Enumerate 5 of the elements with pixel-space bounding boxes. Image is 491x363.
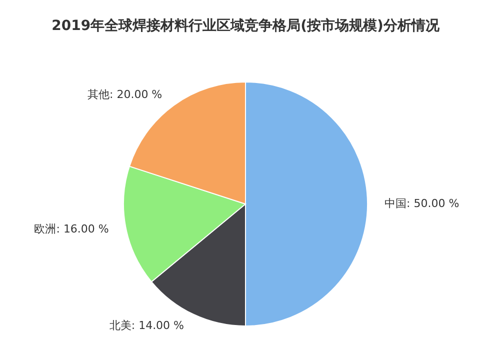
slice-label: 中国: 50.00 % [384,197,460,210]
slice-label: 欧洲: 16.00 % [34,222,109,236]
slice-label: 北美: 14.00 % [109,319,184,332]
chart-title: 2019年全球焊接材料行业区域竞争格局(按市场规模)分析情况 [52,17,440,34]
slice-label: 其他: 20.00 % [87,88,162,101]
